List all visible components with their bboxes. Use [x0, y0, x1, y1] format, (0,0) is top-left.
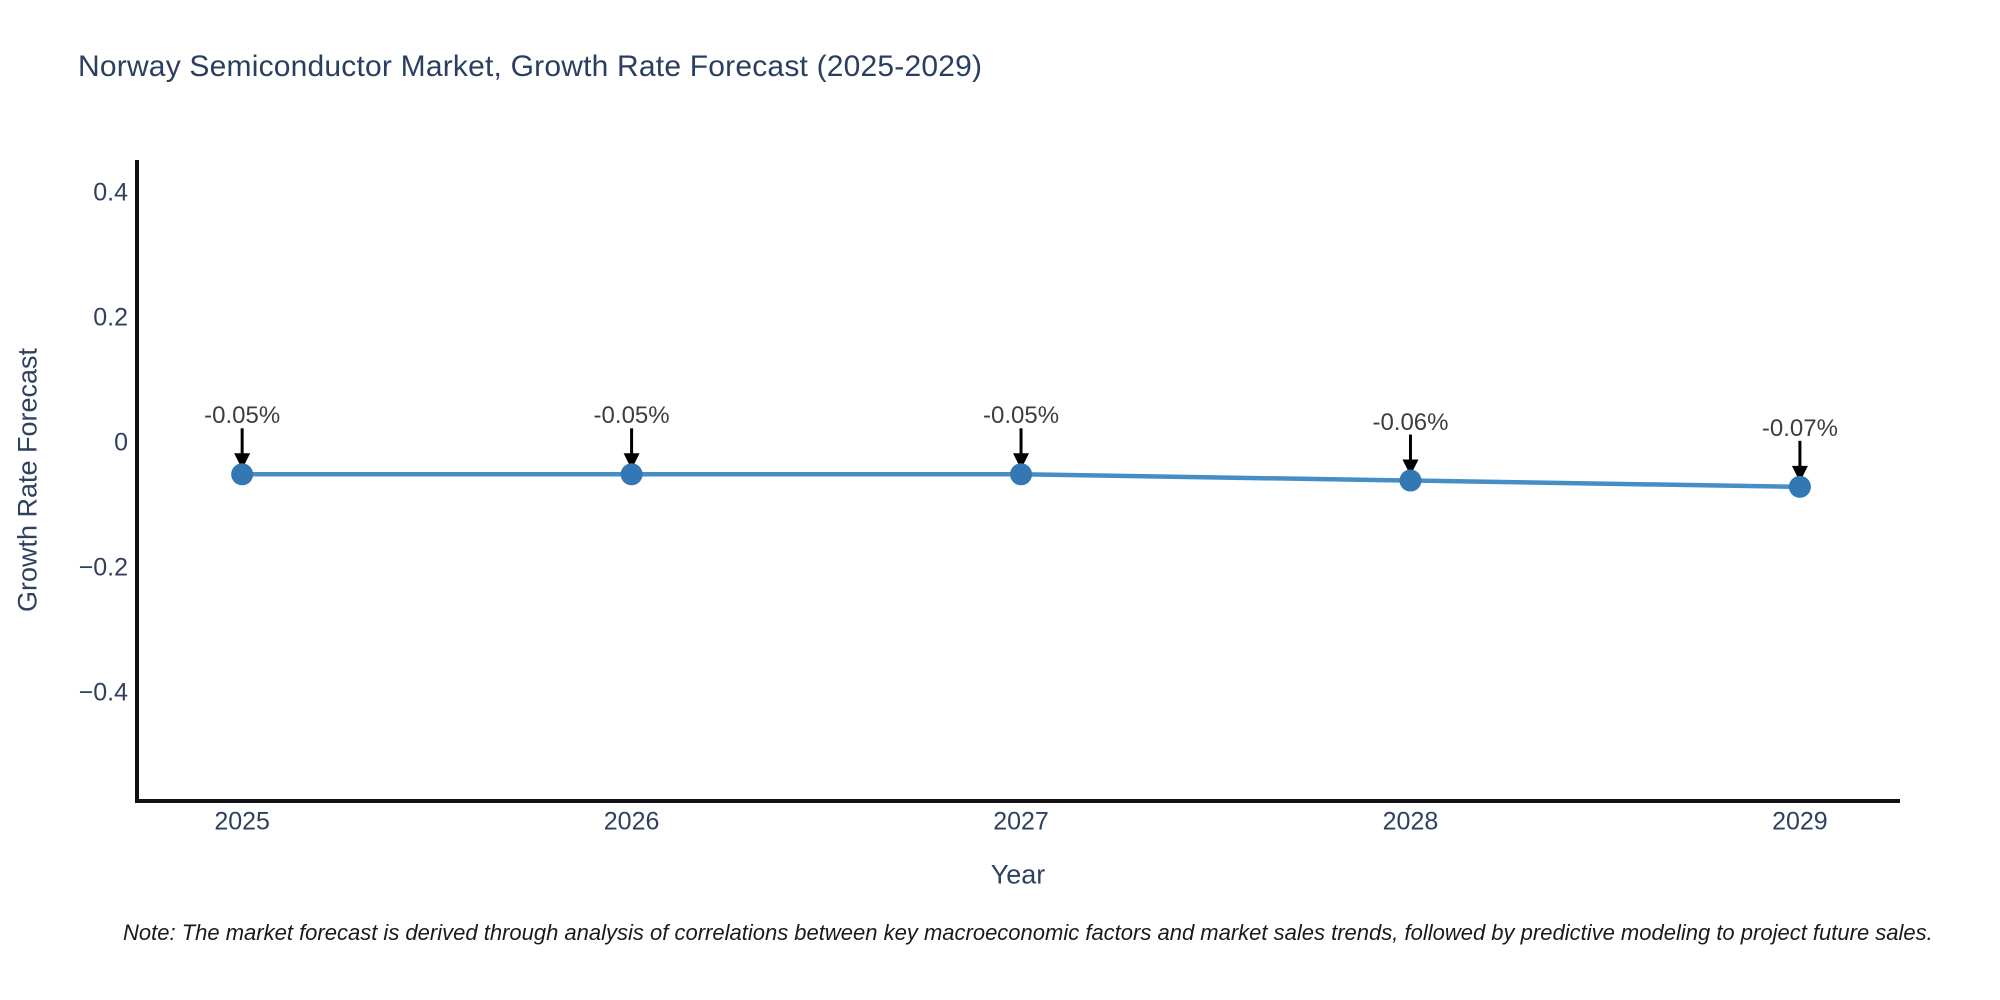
data-point-marker[interactable] — [620, 463, 643, 486]
x-axis-title: Year — [990, 859, 1046, 890]
x-tick-label: 2026 — [603, 807, 660, 836]
data-point-marker[interactable] — [1010, 463, 1033, 486]
y-tick-label: −0.4 — [78, 678, 128, 707]
point-annotation: -0.05% — [593, 402, 670, 430]
data-point-marker[interactable] — [231, 463, 254, 486]
x-tick-label: 2029 — [1772, 807, 1828, 836]
y-tick-label: 0.2 — [93, 303, 128, 332]
y-axis-title: Growth Rate Forecast — [12, 347, 43, 613]
chart-title: Norway Semiconductor Market, Growth Rate… — [78, 50, 983, 83]
point-annotation: -0.05% — [983, 402, 1060, 430]
annotation-arrow-head — [234, 453, 251, 470]
footnote: Note: The market forecast is derived thr… — [123, 920, 1933, 945]
y-tick-label: 0 — [114, 428, 128, 457]
x-tick-label: 2025 — [214, 807, 270, 836]
point-annotation: -0.07% — [1761, 414, 1838, 442]
data-point-marker[interactable] — [1788, 475, 1811, 498]
annotation-arrow-head — [1013, 453, 1030, 470]
point-annotation: -0.05% — [204, 402, 281, 430]
data-point-marker[interactable] — [1399, 469, 1422, 492]
point-annotation: -0.06% — [1372, 408, 1449, 436]
axis-lines — [135, 160, 1900, 803]
y-tick-label: −0.2 — [78, 553, 128, 582]
annotation-arrow-head — [1791, 465, 1808, 482]
x-tick-label: 2027 — [993, 807, 1049, 836]
annotation-arrow-head — [1402, 459, 1419, 476]
y-tick-label: 0.4 — [93, 178, 128, 207]
annotation-arrow-head — [623, 453, 640, 470]
x-tick-label: 2028 — [1382, 807, 1439, 836]
